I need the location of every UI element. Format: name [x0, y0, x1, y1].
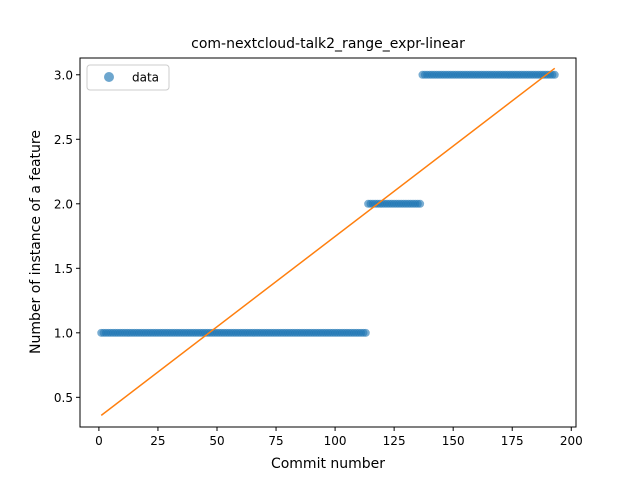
y-tick-label: 2.0	[54, 197, 73, 211]
x-axis-ticks: 0 25 50 75 100 125 150 175 200	[95, 427, 583, 448]
fit-line	[100, 67, 556, 416]
plot-area	[79, 57, 577, 428]
x-tick-label: 100	[324, 434, 347, 448]
data-point	[416, 199, 425, 208]
y-tick-label: 3.0	[54, 68, 73, 82]
axes-frame	[79, 57, 577, 428]
legend-box	[86, 64, 170, 91]
y-tick-label: 2.5	[54, 133, 73, 147]
x-tick-label: 0	[95, 434, 103, 448]
x-tick-label: 25	[150, 434, 165, 448]
data-point	[550, 70, 559, 79]
series-data-points	[97, 70, 559, 337]
x-tick-label: 200	[560, 434, 583, 448]
legend-marker-data	[104, 72, 114, 82]
legend-label-data: data	[132, 71, 159, 85]
fit-line-group	[100, 67, 556, 416]
y-tick-label: 0.5	[54, 391, 73, 405]
y-axis-ticks: 0.5 1.0 1.5 2.0 2.5 3.0	[54, 68, 80, 405]
x-tick-label: 175	[501, 434, 524, 448]
x-tick-label: 50	[209, 434, 224, 448]
y-tick-label: 1.5	[54, 262, 73, 276]
x-tick-label: 125	[383, 434, 406, 448]
chart-title: com-nextcloud-talk2_range_expr-linear	[191, 36, 465, 52]
legend: data	[86, 64, 170, 91]
x-axis-label: Commit number	[271, 456, 385, 472]
y-axis-label: Number of instance of a feature	[28, 130, 44, 354]
data-point	[361, 328, 370, 337]
x-tick-label: 150	[442, 434, 465, 448]
y-tick-label: 1.0	[54, 326, 73, 340]
x-tick-label: 75	[268, 434, 283, 448]
